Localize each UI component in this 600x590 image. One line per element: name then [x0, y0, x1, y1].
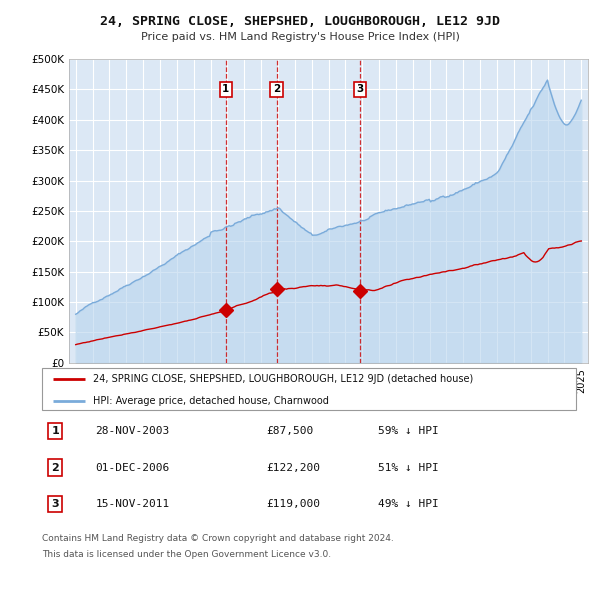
Text: 24, SPRING CLOSE, SHEPSHED, LOUGHBOROUGH, LE12 9JD: 24, SPRING CLOSE, SHEPSHED, LOUGHBOROUGH…	[100, 15, 500, 28]
Text: £119,000: £119,000	[266, 499, 320, 509]
Text: 3: 3	[52, 499, 59, 509]
Text: 01-DEC-2006: 01-DEC-2006	[95, 463, 170, 473]
Text: HPI: Average price, detached house, Charnwood: HPI: Average price, detached house, Char…	[93, 396, 329, 406]
Text: £122,200: £122,200	[266, 463, 320, 473]
Text: 1: 1	[52, 426, 59, 436]
Text: 51% ↓ HPI: 51% ↓ HPI	[379, 463, 439, 473]
Text: Contains HM Land Registry data © Crown copyright and database right 2024.: Contains HM Land Registry data © Crown c…	[42, 534, 394, 543]
Text: 2: 2	[52, 463, 59, 473]
Text: 2: 2	[273, 84, 280, 94]
Text: Price paid vs. HM Land Registry's House Price Index (HPI): Price paid vs. HM Land Registry's House …	[140, 32, 460, 42]
Text: 3: 3	[356, 84, 364, 94]
Text: 24, SPRING CLOSE, SHEPSHED, LOUGHBOROUGH, LE12 9JD (detached house): 24, SPRING CLOSE, SHEPSHED, LOUGHBOROUGH…	[93, 375, 473, 385]
FancyBboxPatch shape	[42, 368, 576, 410]
Text: 1: 1	[222, 84, 230, 94]
Text: 28-NOV-2003: 28-NOV-2003	[95, 426, 170, 436]
Text: 49% ↓ HPI: 49% ↓ HPI	[379, 499, 439, 509]
Text: £87,500: £87,500	[266, 426, 314, 436]
Text: 15-NOV-2011: 15-NOV-2011	[95, 499, 170, 509]
Text: 59% ↓ HPI: 59% ↓ HPI	[379, 426, 439, 436]
Text: This data is licensed under the Open Government Licence v3.0.: This data is licensed under the Open Gov…	[42, 550, 331, 559]
